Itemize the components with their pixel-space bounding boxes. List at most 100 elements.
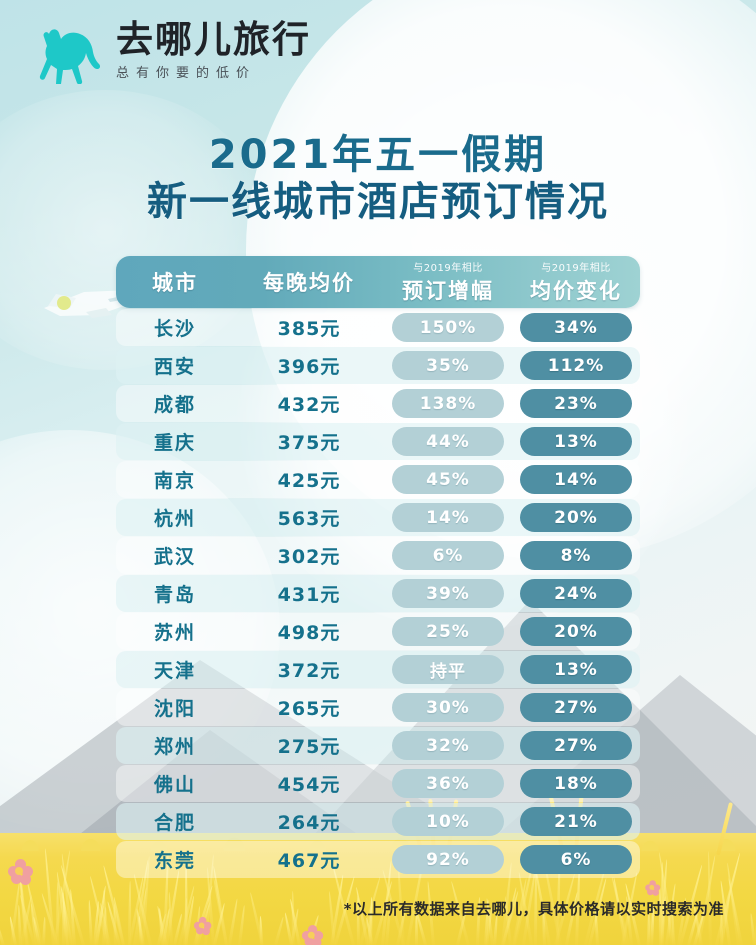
page-title: 2021年五一假期 新一线城市酒店预订情况 [0, 132, 756, 226]
cell-price: 498元 [234, 618, 384, 645]
price-value: 498元 [278, 618, 341, 645]
price-value: 396元 [278, 352, 341, 379]
avg-price-change-pill: 24% [520, 579, 632, 608]
header-label-booking: 预订增幅 [384, 275, 512, 305]
price-value: 467元 [278, 846, 341, 873]
header-cell-city: 城市 [116, 267, 234, 297]
avg-price-change-pill: 20% [520, 617, 632, 646]
booking-growth-pill: 36% [392, 769, 504, 798]
avg-price-change-pill: 112% [520, 351, 632, 380]
header-sublabel-booking: 与2019年相比 [384, 259, 512, 274]
hotel-booking-table: 城市 每晚均价 与2019年相比 预订增幅 与2019年相比 均价变化 长沙 38… [116, 256, 640, 878]
cell-booking-growth: 32% [384, 731, 512, 760]
price-value: 432元 [278, 390, 341, 417]
title-line-1: 2021年五一假期 [0, 132, 756, 179]
cell-city: 南京 [116, 466, 234, 493]
cell-avg-price-change: 20% [512, 503, 640, 532]
table-row: 西安 396元 35% 112% [116, 347, 640, 384]
grass-blade [228, 899, 239, 945]
avg-price-change-pill: 21% [520, 807, 632, 836]
cell-avg-price-change: 13% [512, 655, 640, 684]
city-label: 合肥 [154, 808, 196, 835]
table-row: 郑州 275元 32% 27% [116, 727, 640, 764]
cell-booking-growth: 44% [384, 427, 512, 456]
cell-price: 425元 [234, 466, 384, 493]
cell-avg-price-change: 27% [512, 731, 640, 760]
price-value: 375元 [278, 428, 341, 455]
booking-growth-pill: 32% [392, 731, 504, 760]
table-body: 长沙 385元 150% 34% 西安 396元 35% 112% 成都 432元 138% 23% 重… [116, 309, 640, 878]
city-label: 佛山 [154, 770, 196, 797]
price-value: 454元 [278, 770, 341, 797]
booking-growth-pill: 39% [392, 579, 504, 608]
city-label: 天津 [154, 656, 196, 683]
avg-price-change-pill: 27% [520, 693, 632, 722]
price-value: 265元 [278, 694, 341, 721]
cell-booking-growth: 14% [384, 503, 512, 532]
booking-growth-pill: 138% [392, 389, 504, 418]
grass-blade [44, 848, 55, 945]
price-value: 431元 [278, 580, 341, 607]
booking-growth-pill: 150% [392, 313, 504, 342]
avg-price-change-pill: 14% [520, 465, 632, 494]
booking-growth-pill: 14% [392, 503, 504, 532]
avg-price-change-pill: 8% [520, 541, 632, 570]
cell-avg-price-change: 6% [512, 845, 640, 874]
booking-growth-pill: 45% [392, 465, 504, 494]
cell-avg-price-change: 14% [512, 465, 640, 494]
brand-name: 去哪儿旅行 [116, 21, 311, 60]
cell-city: 长沙 [116, 314, 234, 341]
cell-price: 372元 [234, 656, 384, 683]
grass-blade [0, 917, 5, 945]
title-line-2: 新一线城市酒店预订情况 [0, 179, 756, 226]
table-row: 佛山 454元 36% 18% [116, 765, 640, 802]
header-sublabel-avg-price: 与2019年相比 [512, 259, 640, 274]
cell-price: 275元 [234, 732, 384, 759]
camel-icon [32, 18, 106, 84]
booking-growth-pill: 25% [392, 617, 504, 646]
price-value: 385元 [278, 314, 341, 341]
brand-tagline: 总有你要的低价 [116, 62, 311, 81]
city-label: 苏州 [154, 618, 196, 645]
grass-blade [238, 905, 246, 945]
header-label-price: 每晚均价 [263, 267, 355, 297]
cell-city: 合肥 [116, 808, 234, 835]
cell-price: 265元 [234, 694, 384, 721]
flower-icon [302, 925, 324, 945]
booking-growth-pill: 30% [392, 693, 504, 722]
cell-city: 青岛 [116, 580, 234, 607]
city-label: 东莞 [154, 846, 196, 873]
cell-city: 郑州 [116, 732, 234, 759]
avg-price-change-pill: 27% [520, 731, 632, 760]
cell-avg-price-change: 34% [512, 313, 640, 342]
cell-avg-price-change: 13% [512, 427, 640, 456]
city-label: 南京 [154, 466, 196, 493]
city-label: 武汉 [154, 542, 196, 569]
cell-price: 563元 [234, 504, 384, 531]
cell-price: 396元 [234, 352, 384, 379]
cell-booking-growth: 150% [384, 313, 512, 342]
cell-booking-growth: 30% [384, 693, 512, 722]
cell-booking-growth: 35% [384, 351, 512, 380]
header-label-avg-price: 均价变化 [512, 275, 640, 305]
cell-price: 302元 [234, 542, 384, 569]
cell-booking-growth: 138% [384, 389, 512, 418]
city-label: 西安 [154, 352, 196, 379]
city-label: 重庆 [154, 428, 196, 455]
table-row: 杭州 563元 14% 20% [116, 499, 640, 536]
city-label: 长沙 [154, 314, 196, 341]
cell-city: 东莞 [116, 846, 234, 873]
cell-price: 264元 [234, 808, 384, 835]
cell-price: 432元 [234, 390, 384, 417]
cell-city: 苏州 [116, 618, 234, 645]
cell-avg-price-change: 20% [512, 617, 640, 646]
price-value: 372元 [278, 656, 341, 683]
table-row: 沈阳 265元 30% 27% [116, 689, 640, 726]
avg-price-change-pill: 13% [520, 655, 632, 684]
cell-avg-price-change: 23% [512, 389, 640, 418]
table-row: 东莞 467元 92% 6% [116, 841, 640, 878]
header-label-city: 城市 [152, 267, 198, 297]
booking-growth-pill: 10% [392, 807, 504, 836]
cell-city: 天津 [116, 656, 234, 683]
table-row: 成都 432元 138% 23% [116, 385, 640, 422]
